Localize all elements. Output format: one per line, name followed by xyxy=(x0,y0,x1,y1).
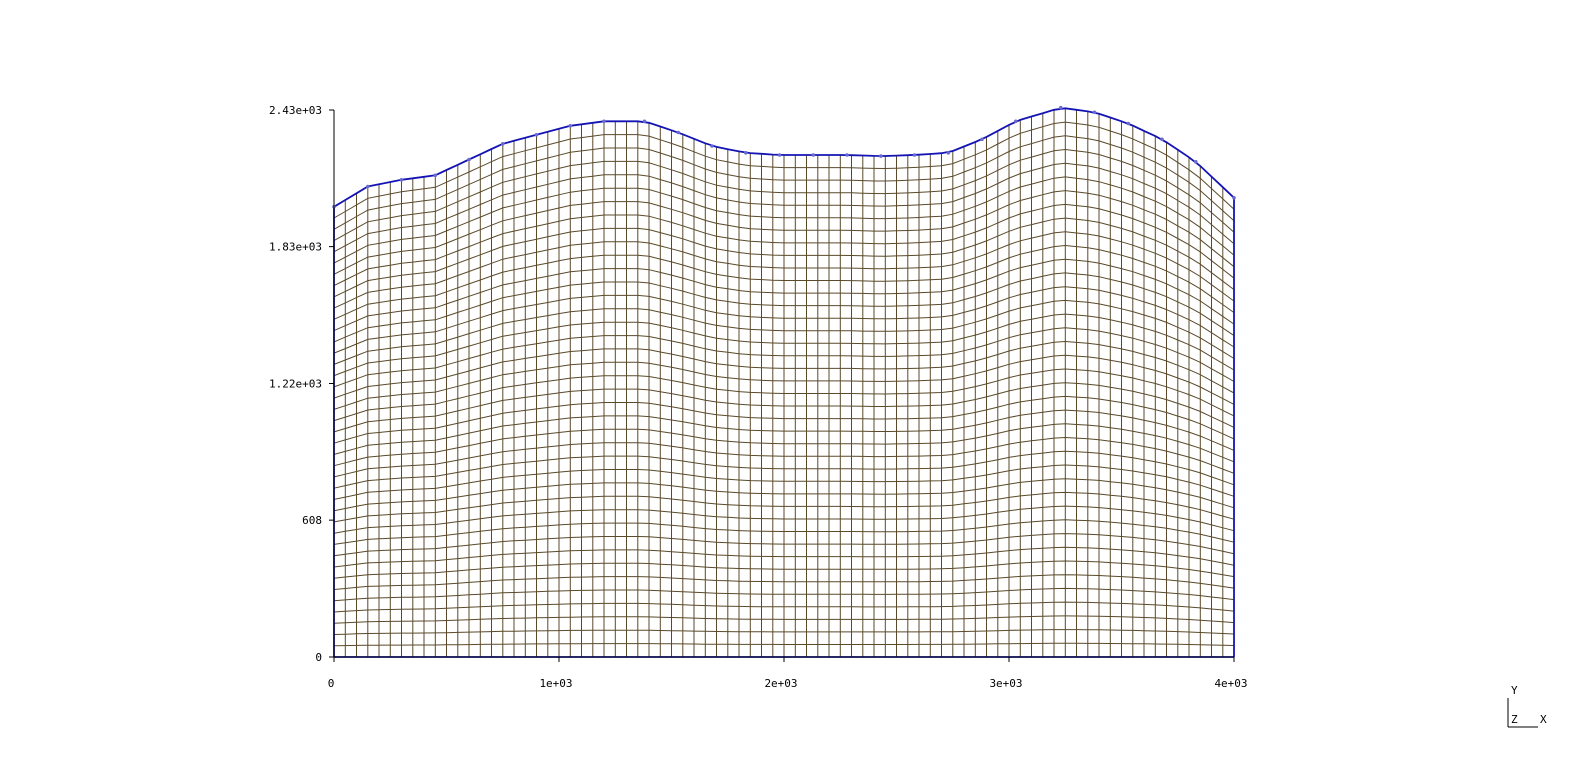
surface-node xyxy=(366,184,370,189)
surface-node xyxy=(399,178,404,182)
surface-node xyxy=(710,144,714,148)
y-tick-label: 0 xyxy=(315,651,322,664)
x-tick-label: 3e+03 xyxy=(989,677,1022,690)
surface-node xyxy=(501,142,505,146)
y-tick-label: 1.22e+03 xyxy=(269,378,322,391)
x-tick-label: 4e+03 xyxy=(1214,677,1247,690)
surface-node xyxy=(912,153,917,157)
x-tick-label: 1e+03 xyxy=(539,677,572,690)
surface-node xyxy=(534,133,539,137)
y-tick-label: 1.83e+03 xyxy=(269,241,322,254)
surface-node xyxy=(946,151,951,155)
mesh-top-boundary xyxy=(333,107,1235,208)
surface-node xyxy=(1194,160,1198,164)
mesh-grid-lines xyxy=(333,107,1235,658)
triad-x-label: X xyxy=(1540,713,1547,726)
surface-node xyxy=(744,151,748,155)
y-tick-label: 2.43e+03 xyxy=(269,104,322,117)
surface-node xyxy=(980,137,984,142)
triad-y-label: Y xyxy=(1511,684,1518,697)
surface-node xyxy=(811,153,816,157)
surface-node xyxy=(1014,119,1018,124)
axes: 0 608 1.22e+03 1.83e+03 2.43e+03 0 1e+03 2e+03 3… xyxy=(269,104,1248,690)
x-tick-label: 2e+03 xyxy=(764,677,797,690)
surface-node xyxy=(1232,196,1236,200)
y-tick-label: 608 xyxy=(302,514,322,527)
surface-node xyxy=(1126,121,1131,126)
surface-node xyxy=(845,153,849,157)
surface-node xyxy=(1059,105,1063,110)
surface-node xyxy=(568,124,573,128)
surface-node xyxy=(879,154,883,158)
triad-z-label: Z xyxy=(1511,713,1518,726)
surface-node xyxy=(467,157,471,162)
surface-node xyxy=(602,119,606,124)
surface-node xyxy=(777,153,782,157)
surface-node xyxy=(1092,110,1097,115)
x-tick-label: 0 xyxy=(328,677,335,690)
axis-triad: Y Z X xyxy=(1507,684,1547,728)
surface-node xyxy=(1160,137,1164,142)
surface-node xyxy=(676,130,681,135)
surface-node xyxy=(433,173,438,178)
surface-node xyxy=(642,119,647,124)
